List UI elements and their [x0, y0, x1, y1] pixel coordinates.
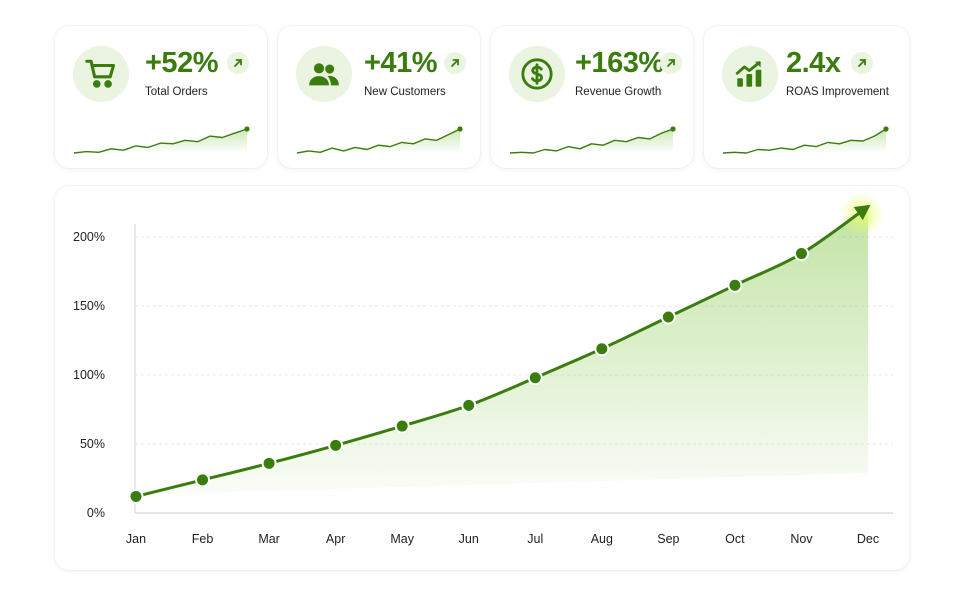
data-point-aug[interactable]: [594, 341, 610, 357]
kpi-card-revenue-growth: +163% Revenue Growth: [491, 26, 693, 168]
growth-chart-card: 0% 50% 100% 150% 200% Jan Feb Mar Apr May Jun Jul Au…: [55, 186, 909, 570]
kpi-card-roas-improvement: 2.4x ROAS Improvement: [704, 26, 909, 168]
trend-up-icon: [851, 52, 873, 74]
sparkline-area: [74, 129, 247, 153]
growth-area-chart: 0% 50% 100% 150% 200% Jan Feb Mar Apr May Jun Jul Au…: [73, 192, 893, 546]
kpi-value: +163%: [575, 47, 664, 79]
kpi-sparkline: [722, 126, 889, 154]
dollar-icon: [509, 46, 565, 102]
x-tick-label: Jan: [126, 532, 146, 546]
x-tick-label: Mar: [258, 532, 280, 546]
data-point-feb[interactable]: [195, 472, 211, 488]
trend-up-icon: [660, 52, 682, 74]
x-tick-label: Apr: [326, 532, 345, 546]
x-tick-label: Jul: [527, 532, 543, 546]
sparkline-area: [510, 129, 673, 153]
sparkline-area: [723, 129, 886, 153]
kpi-card-total-orders: +52% Total Orders: [55, 26, 267, 168]
x-tick-label: Aug: [591, 532, 613, 546]
sparkline-area: [297, 129, 460, 153]
x-tick-label: Jun: [459, 532, 479, 546]
area-fill: [136, 206, 868, 497]
y-tick-label: 150%: [73, 299, 105, 313]
sparkline-end-point: [670, 126, 676, 132]
y-tick-label: 200%: [73, 230, 105, 244]
x-tick-label: Oct: [725, 532, 745, 546]
trend-up-icon: [444, 52, 466, 74]
kpi-value: +52%: [145, 47, 218, 79]
arrow-head-icon: [853, 204, 871, 221]
data-point-apr[interactable]: [328, 437, 344, 453]
kpi-label: ROAS Improvement: [786, 86, 889, 98]
sparkline-end-point: [883, 126, 889, 132]
trend-up-icon: [227, 52, 249, 74]
users-icon: [296, 46, 352, 102]
y-tick-label: 50%: [80, 437, 105, 451]
cart-icon: [73, 46, 129, 102]
kpi-sparkline: [509, 126, 676, 154]
kpi-sparkline: [73, 126, 250, 154]
x-tick-label: Feb: [192, 532, 214, 546]
sparkline-line: [509, 128, 674, 154]
kpi-label: Total Orders: [145, 86, 208, 98]
data-point-jul[interactable]: [527, 370, 543, 386]
data-point-may[interactable]: [394, 418, 410, 434]
x-tick-label: Dec: [857, 532, 879, 546]
kpi-sparkline: [296, 126, 463, 154]
data-point-jun[interactable]: [461, 397, 477, 413]
kpi-label: Revenue Growth: [575, 86, 662, 98]
data-point-nov[interactable]: [793, 246, 809, 262]
y-tick-label: 100%: [73, 368, 105, 382]
bar-growth-icon: [722, 46, 778, 102]
x-tick-label: May: [390, 532, 414, 546]
data-point-sep[interactable]: [660, 309, 676, 325]
sparkline-line: [296, 128, 461, 154]
kpi-label: New Customers: [364, 86, 446, 98]
sparkline-end-point: [244, 126, 250, 132]
kpi-card-new-customers: +41% New Customers: [278, 26, 480, 168]
kpi-value: 2.4x: [786, 47, 841, 79]
x-tick-label: Nov: [790, 532, 813, 546]
x-tick-label: Sep: [657, 532, 679, 546]
y-tick-label: 0%: [87, 506, 105, 520]
sparkline-line: [722, 128, 887, 154]
sparkline-end-point: [457, 126, 463, 132]
kpi-value: +41%: [364, 47, 437, 79]
data-point-jan[interactable]: [128, 488, 144, 504]
data-point-oct[interactable]: [727, 277, 743, 293]
sparkline-line: [73, 128, 248, 154]
data-point-mar[interactable]: [261, 455, 277, 471]
